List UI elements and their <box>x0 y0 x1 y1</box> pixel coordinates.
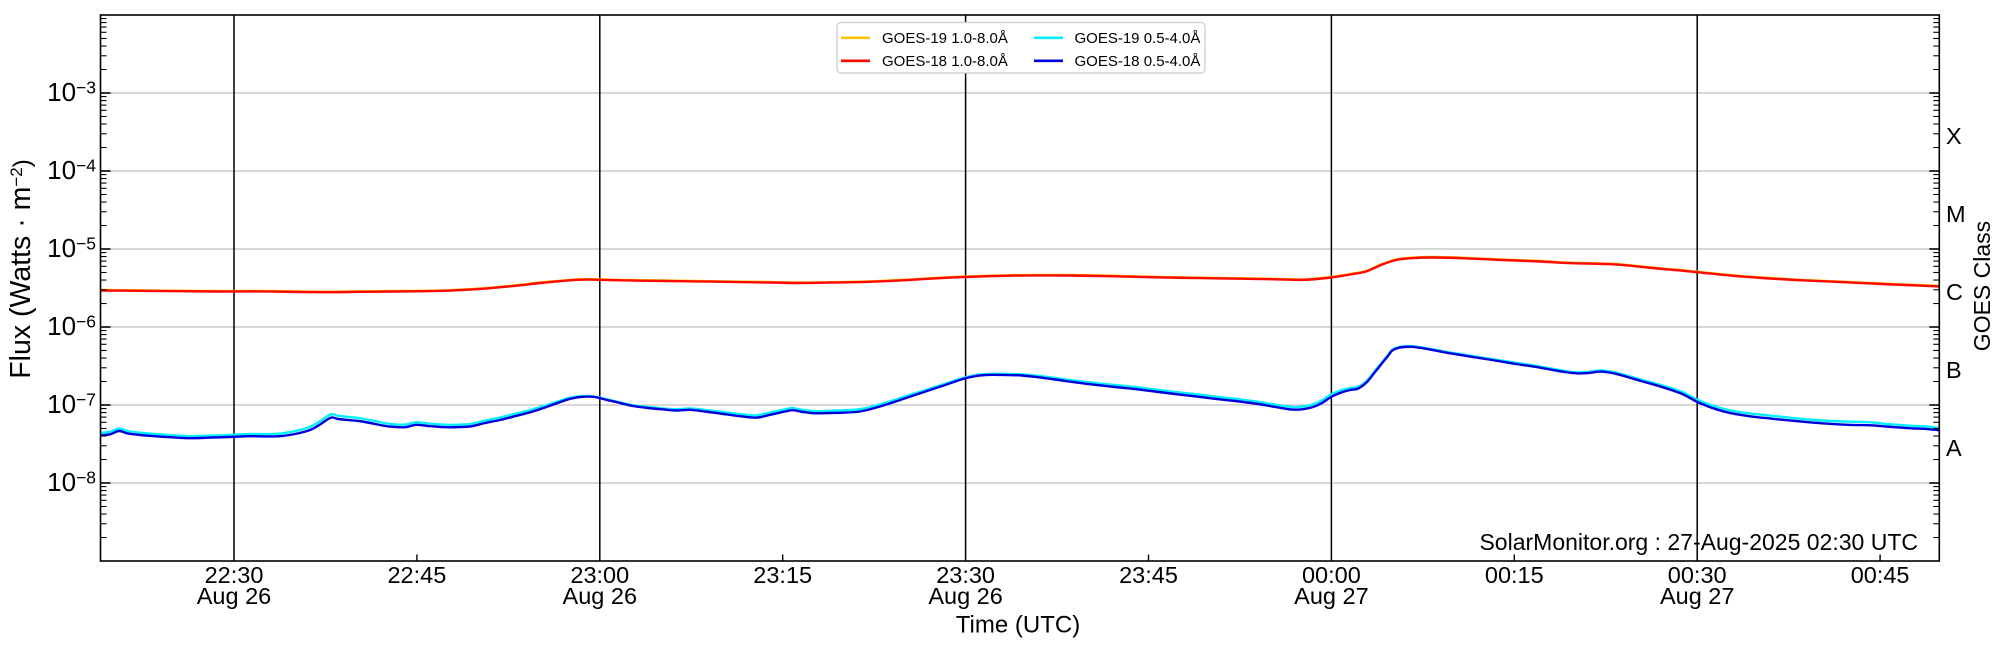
svg-text:10−6: 10−6 <box>47 311 96 341</box>
svg-text:SolarMonitor.org : 27-Aug-2025: SolarMonitor.org : 27-Aug-2025 02:30 UTC <box>1479 529 1918 555</box>
svg-text:A: A <box>1946 435 1962 461</box>
svg-text:GOES-19 0.5-4.0Å: GOES-19 0.5-4.0Å <box>1075 30 1201 47</box>
svg-text:Aug 26: Aug 26 <box>928 583 1002 609</box>
svg-text:Aug 27: Aug 27 <box>1294 583 1368 609</box>
svg-text:GOES Class: GOES Class <box>1969 221 1995 351</box>
svg-text:22:45: 22:45 <box>387 562 446 588</box>
svg-text:GOES-19 1.0-8.0Å: GOES-19 1.0-8.0Å <box>882 30 1008 47</box>
svg-text:Aug 27: Aug 27 <box>1660 583 1734 609</box>
svg-text:Aug 26: Aug 26 <box>563 583 637 609</box>
svg-text:10−4: 10−4 <box>47 155 96 185</box>
svg-text:B: B <box>1946 357 1962 383</box>
svg-text:23:45: 23:45 <box>1119 562 1178 588</box>
svg-text:Time (UTC): Time (UTC) <box>956 612 1080 639</box>
svg-text:GOES-18 1.0-8.0Å: GOES-18 1.0-8.0Å <box>882 53 1008 70</box>
svg-text:23:30: 23:30 <box>936 562 995 588</box>
svg-text:00:00: 00:00 <box>1302 562 1361 588</box>
svg-text:23:00: 23:00 <box>570 562 629 588</box>
svg-text:Flux (Watts · m−2): Flux (Watts · m−2) <box>5 159 37 379</box>
svg-text:C: C <box>1946 279 1963 305</box>
svg-text:23:15: 23:15 <box>753 562 812 588</box>
svg-text:22:30: 22:30 <box>205 562 264 588</box>
svg-text:00:45: 00:45 <box>1851 562 1910 588</box>
svg-text:Aug 26: Aug 26 <box>197 583 271 609</box>
svg-text:M: M <box>1946 201 1966 227</box>
svg-text:X: X <box>1946 123 1962 149</box>
svg-text:GOES-18 0.5-4.0Å: GOES-18 0.5-4.0Å <box>1075 53 1201 70</box>
svg-text:00:30: 00:30 <box>1668 562 1727 588</box>
svg-text:00:15: 00:15 <box>1485 562 1544 588</box>
